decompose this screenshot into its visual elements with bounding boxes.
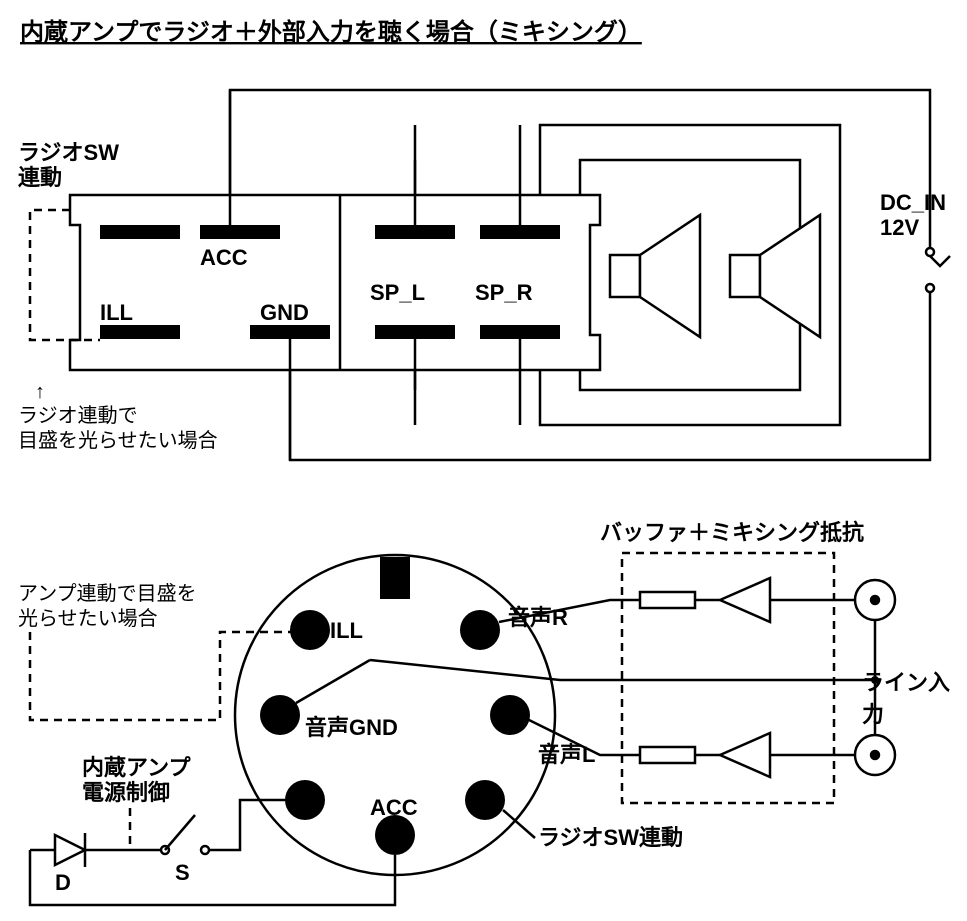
label-gnd: GND (260, 300, 309, 325)
label-sp-r: SP_R (475, 280, 533, 305)
label-sp-l: SP_L (370, 280, 425, 305)
din-label-acc: ACC (370, 795, 418, 820)
label-sw-link1: ラジオSW (18, 140, 119, 165)
switch-symbol (115, 815, 209, 854)
label-sw-link2: 連動 (18, 165, 62, 190)
diagram-title: 内蔵アンプでラジオ＋外部入力を聴く場合（ミキシング） (20, 18, 642, 46)
diode-symbol (30, 833, 115, 867)
amp-note-1: アンプ連動で目盛を (18, 582, 197, 605)
din-label-audio-l: 音声L (538, 742, 595, 767)
note-line2: 目盛を光らせたい場合 (18, 429, 218, 452)
amp-ctrl-2: 電源制御 (82, 780, 170, 805)
note-arrow: ↑ (35, 381, 45, 403)
note-line1: ラジオ連動で (18, 404, 138, 427)
dc-in-label-2: 12V (880, 215, 919, 240)
din-label-ill: ILL (330, 618, 363, 643)
diode-label: D (55, 870, 71, 895)
speaker-left-icon (610, 215, 700, 337)
amp-note-2: 光らせたい場合 (18, 607, 158, 630)
label-acc: ACC (200, 245, 248, 270)
speaker-right-icon (730, 215, 820, 337)
wiring-diagram: 内蔵アンプでラジオ＋外部入力を聴く場合（ミキシング） DC_IN 12V (0, 0, 967, 921)
din-label-sw: ラジオSW連動 (538, 825, 683, 850)
dc-in-label-1: DC_IN (880, 190, 946, 215)
buffer-title: バッファ＋ミキシング抵抗 (600, 520, 864, 545)
label-ill: ILL (100, 300, 133, 325)
switch-label: S (175, 860, 190, 885)
dc-in-jack (926, 248, 950, 292)
buffer-box (622, 553, 834, 803)
din-label-audio-gnd: 音声GND (305, 715, 398, 740)
amp-ctrl-1: 内蔵アンプ (82, 755, 191, 780)
